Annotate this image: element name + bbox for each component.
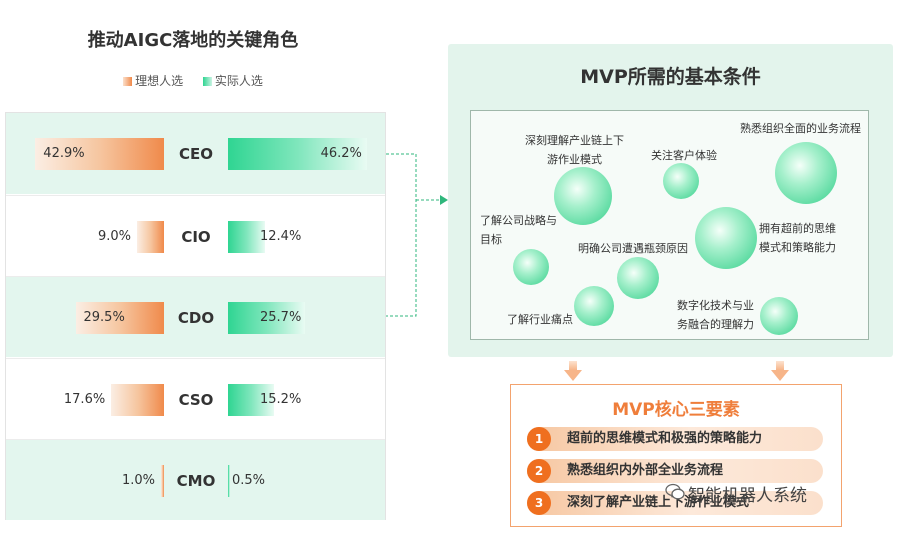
bubble-label-company-strategy: 了解公司战略与 目标 [480, 214, 557, 246]
legend-item-actual: 实际人选 [202, 72, 263, 89]
bar-row-cdo: 29.5% 25.7% CDO [6, 276, 385, 358]
legend-label-actual: 实际人选 [214, 74, 263, 88]
core-item-1: 1 超前的思维模式和极强的策略能力 [527, 427, 823, 451]
data-label-ideal: 42.9% [43, 146, 85, 161]
watermark: 智能机器人系统 [688, 486, 807, 506]
bar-row-cso: 17.6% 15.2% CSO [6, 357, 385, 439]
bubble-industry-chain [554, 167, 612, 225]
category-label: CMO [176, 472, 216, 491]
legend-swatch-ideal [123, 77, 133, 86]
bar-ideal [35, 138, 164, 170]
category-label: CDO [177, 309, 215, 328]
connector-arrowhead [440, 195, 448, 205]
core-item-text: 熟悉组织内外部全业务流程 [567, 463, 724, 478]
bubble-label-business-process: 熟悉组织全面的业务流程 [740, 122, 861, 135]
wechat-icon [665, 483, 685, 500]
bubble-bottleneck [617, 257, 659, 299]
bubble-label-industry-pain-points: 了解行业痛点 [507, 313, 573, 326]
data-label-ideal: 29.5% [83, 310, 125, 326]
bubble-label-industry-chain: 深刻理解产业链上下 游作业模式 [525, 134, 624, 166]
down-arrow-right [771, 370, 789, 381]
bubble-industry-pain-points [574, 286, 614, 326]
bar-row-ceo: 42.9% 46.2% CEO [6, 113, 385, 194]
bar-ideal [75, 302, 164, 335]
legend-swatch-actual [202, 77, 212, 86]
core-item-text: 深刻了解产业链上下游作业模式 [567, 495, 750, 510]
chart-title: 推动AIGC落地的关键角色 [87, 30, 299, 51]
bubble-label-customer-experience: 关注客户体验 [651, 149, 717, 162]
mvp-title: MVP所需的基本条件 [580, 66, 761, 88]
core-item-number: 3 [527, 491, 551, 515]
core-item-2: 2 熟悉组织内外部全业务流程 [527, 459, 823, 483]
bar-ideal [137, 220, 164, 253]
bubble-forward-thinking [695, 207, 757, 269]
category-label: CIO [181, 227, 211, 246]
down-arrow-left [564, 370, 582, 381]
bar-actual [228, 302, 306, 335]
data-label-actual: 15.2% [260, 391, 302, 407]
bar-row-cio: 9.0% 12.4% CIO [6, 194, 385, 276]
bubble-company-strategy [513, 249, 549, 285]
legend: 理想人选 实际人选 [0, 72, 386, 89]
core-item-text: 超前的思维模式和极强的策略能力 [567, 431, 763, 446]
category-label: CEO [178, 145, 213, 163]
category-label: CSO [178, 390, 214, 409]
bar-actual [228, 383, 274, 416]
core-title: MVP核心三要素 [612, 400, 740, 420]
legend-item-ideal: 理想人选 [123, 72, 183, 89]
bubble-label-forward-thinking: 拥有超前的思维 模式和策略能力 [759, 222, 836, 254]
data-label-actual: 46.2% [320, 146, 362, 161]
data-label-actual: 0.5% [232, 473, 266, 489]
bubble-label-digital-integration: 数字化技术与业 务融合的理解力 [677, 299, 754, 331]
bar-rows: 42.9% 46.2% CEO 9.0% 12.4% CIO 29.5% 25.7% CDO 17… [5, 112, 386, 521]
data-label-actual: 25.7% [260, 310, 302, 326]
down-arrow-stem-right [776, 361, 784, 370]
legend-label-ideal: 理想人选 [135, 74, 184, 88]
bar-actual [228, 138, 367, 170]
data-label-ideal: 1.0% [121, 473, 155, 489]
data-label-actual: 12.4% [260, 228, 302, 244]
bubble-digital-integration [760, 297, 798, 335]
bubble-customer-experience [663, 163, 699, 199]
core-item-number: 1 [527, 427, 551, 451]
bar-ideal [161, 465, 164, 498]
bubble-business-process [775, 142, 837, 204]
connector-arrow [386, 153, 448, 317]
bubble-label-bottleneck: 明确公司遭遇瓶颈原因 [578, 242, 688, 255]
bar-ideal [111, 383, 164, 416]
mvp-bubble-area: 深刻理解产业链上下 游作业模式 关注客户体验 熟悉组织全面的业务流程 了解公司战略… [470, 110, 869, 340]
bar-actual [228, 220, 266, 253]
data-label-ideal: 17.6% [63, 391, 106, 407]
bar-actual [228, 465, 230, 498]
down-arrow-stem-left [569, 361, 577, 370]
core-item-number: 2 [527, 459, 551, 483]
data-label-ideal: 9.0% [97, 228, 131, 244]
connector-line [386, 153, 417, 317]
bar-row-cmo: 1.0% 0.5% CMO [6, 439, 385, 521]
